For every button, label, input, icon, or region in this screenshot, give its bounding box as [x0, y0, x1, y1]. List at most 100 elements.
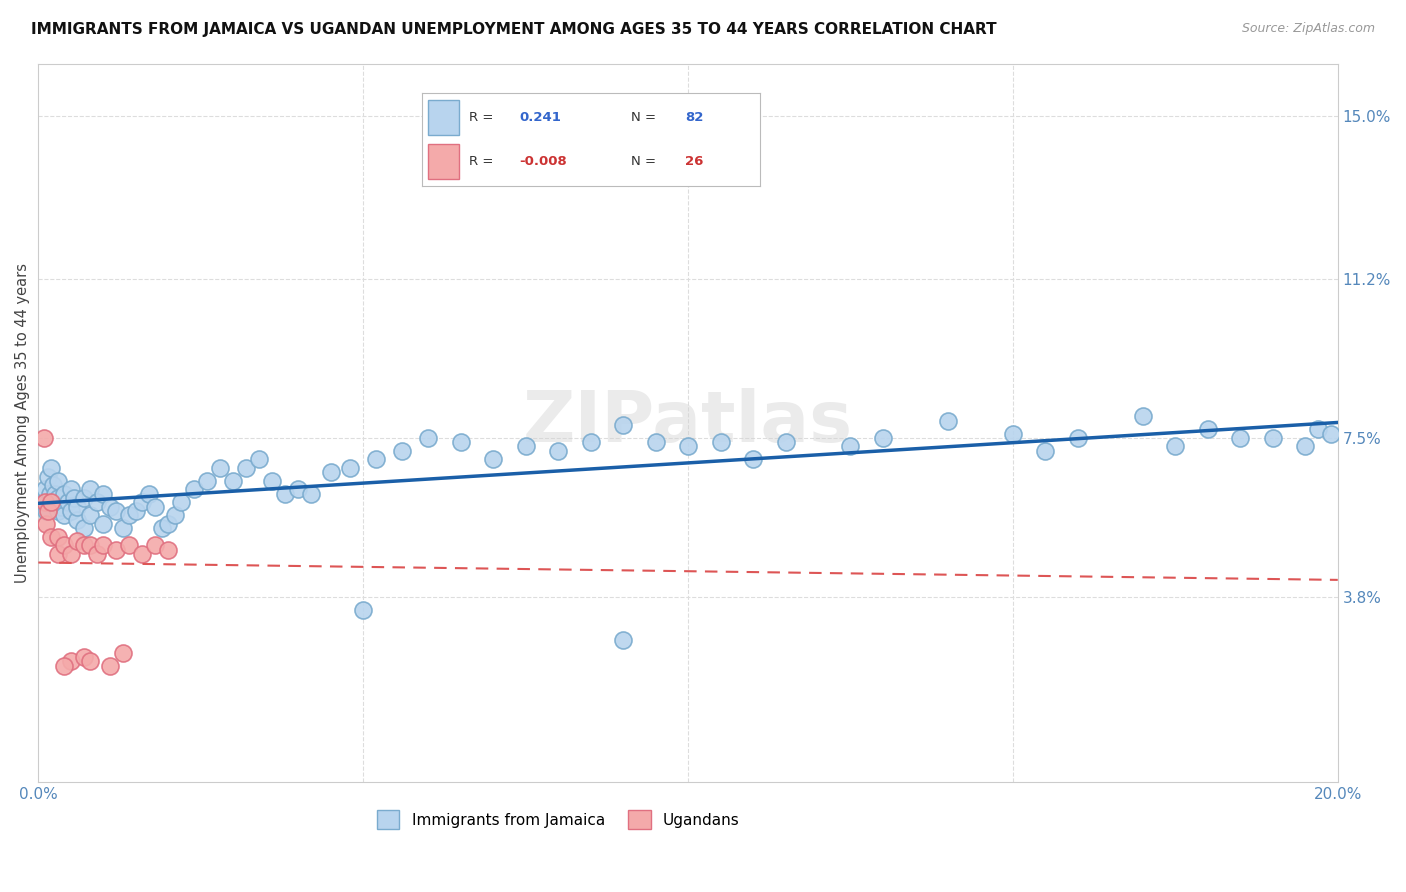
Point — [41, 478, 63, 492]
Y-axis label: Unemployment Among Ages 35 to 44 years: Unemployment Among Ages 35 to 44 years — [15, 263, 30, 582]
Point — [262, 474, 284, 488]
Point — [79, 538, 101, 552]
Point — [515, 440, 537, 454]
Point — [37, 469, 59, 483]
Point — [41, 495, 63, 509]
Point — [32, 495, 55, 509]
Point — [547, 443, 569, 458]
Point — [34, 483, 56, 497]
Point — [46, 547, 69, 561]
Text: ZIPatlas: ZIPatlas — [523, 388, 853, 458]
Point — [34, 495, 56, 509]
Point — [222, 474, 245, 488]
Point — [98, 658, 121, 673]
Point — [1067, 431, 1090, 445]
Point — [59, 483, 82, 497]
Point — [111, 646, 134, 660]
Point — [709, 435, 731, 450]
Point — [319, 465, 342, 479]
Point — [53, 538, 76, 552]
Point — [118, 508, 141, 523]
Legend: Immigrants from Jamaica, Ugandans: Immigrants from Jamaica, Ugandans — [370, 805, 745, 835]
Text: IMMIGRANTS FROM JAMAICA VS UGANDAN UNEMPLOYMENT AMONG AGES 35 TO 44 YEARS CORREL: IMMIGRANTS FROM JAMAICA VS UGANDAN UNEMP… — [31, 22, 997, 37]
Point — [612, 417, 634, 432]
Point — [66, 500, 89, 514]
Point — [150, 521, 173, 535]
Point — [366, 452, 388, 467]
Text: Source: ZipAtlas.com: Source: ZipAtlas.com — [1241, 22, 1375, 36]
Point — [612, 632, 634, 647]
Point — [86, 495, 108, 509]
Point — [644, 435, 666, 450]
Point — [163, 508, 186, 523]
Point — [170, 495, 193, 509]
Point — [66, 534, 89, 549]
Point — [86, 547, 108, 561]
Point — [73, 650, 96, 665]
Point — [450, 435, 472, 450]
Point — [91, 516, 114, 531]
Point — [1229, 431, 1251, 445]
Point — [53, 487, 76, 501]
Point — [35, 516, 58, 531]
Point — [79, 483, 101, 497]
Point — [676, 440, 699, 454]
Point — [73, 521, 96, 535]
Point — [44, 487, 66, 501]
Point — [1164, 440, 1187, 454]
Point — [46, 491, 69, 505]
Point — [775, 435, 797, 450]
Point — [482, 452, 505, 467]
Point — [247, 452, 270, 467]
Point — [79, 508, 101, 523]
Point — [299, 487, 322, 501]
Point — [195, 474, 218, 488]
Point — [138, 487, 160, 501]
Point — [53, 508, 76, 523]
Point — [46, 504, 69, 518]
Point — [287, 483, 309, 497]
Point — [391, 443, 413, 458]
Point — [1294, 440, 1316, 454]
Point — [125, 504, 148, 518]
Point — [936, 414, 959, 428]
Point — [73, 538, 96, 552]
Point — [183, 483, 205, 497]
Point — [35, 504, 58, 518]
Point — [56, 495, 79, 509]
Point — [105, 504, 128, 518]
Point — [131, 495, 153, 509]
Point — [418, 431, 440, 445]
Point — [46, 474, 69, 488]
Point — [91, 538, 114, 552]
Point — [209, 461, 232, 475]
Point — [579, 435, 602, 450]
Point — [98, 500, 121, 514]
Point — [339, 461, 361, 475]
Point — [41, 461, 63, 475]
Point — [41, 495, 63, 509]
Point — [1197, 422, 1219, 436]
Point — [111, 521, 134, 535]
Point — [59, 654, 82, 668]
Point — [143, 500, 166, 514]
Point — [1132, 409, 1154, 424]
Point — [63, 491, 86, 505]
Point — [59, 504, 82, 518]
Point — [105, 542, 128, 557]
Point — [73, 491, 96, 505]
Point — [1308, 422, 1330, 436]
Point — [1001, 426, 1024, 441]
Point — [39, 487, 62, 501]
Point — [839, 440, 862, 454]
Point — [235, 461, 257, 475]
Point — [872, 431, 894, 445]
Point — [118, 538, 141, 552]
Point — [91, 487, 114, 501]
Point — [157, 516, 180, 531]
Point — [352, 603, 374, 617]
Point — [66, 512, 89, 526]
Point — [79, 654, 101, 668]
Point — [1035, 443, 1057, 458]
Point — [742, 452, 765, 467]
